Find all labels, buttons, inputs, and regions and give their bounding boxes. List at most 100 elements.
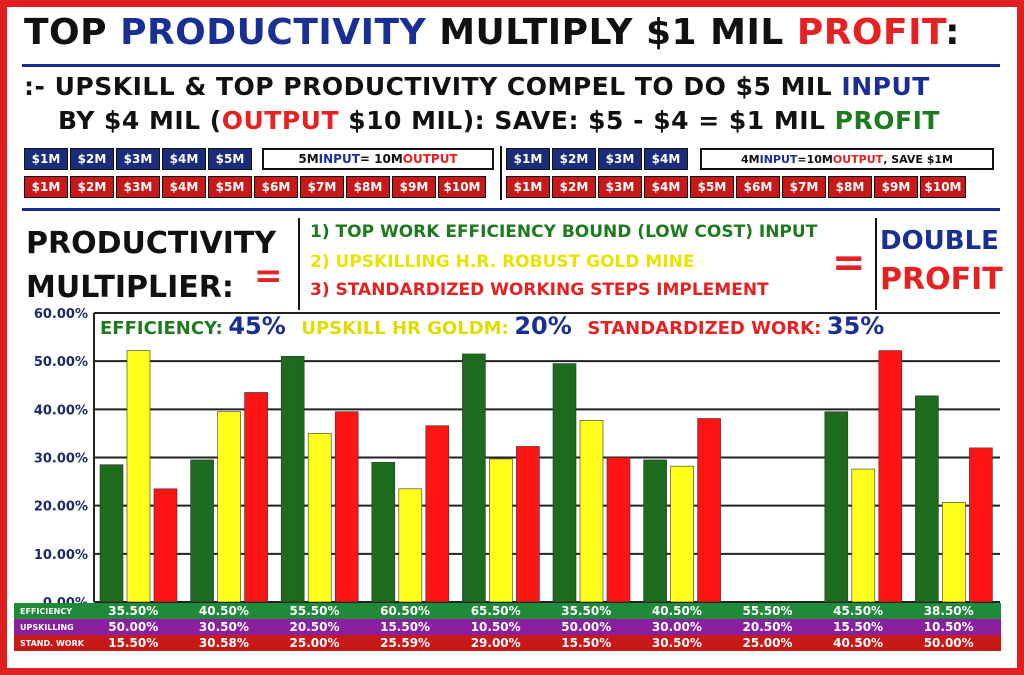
money-cell: $7M [782,176,826,198]
bar-efficiency [462,353,486,603]
equals-sign: = [832,240,866,286]
table-cell: 30.50% [199,620,249,634]
table-cell: 15.50% [380,620,430,634]
legend-label: EFFICIENCY: [100,318,223,339]
table-cell: 15.50% [561,636,611,650]
table-cell: 40.50% [199,604,249,618]
table-cell: 25.59% [380,636,430,650]
money-cell: $9M [874,176,918,198]
bar-standardized [878,350,903,603]
y-tick-label: 50.00% [34,355,88,370]
legend-value: 35% [826,312,885,340]
y-tick-label: 20.00% [34,500,88,515]
table-row-label: STAND. WORK [20,639,85,648]
money-cell: $10M [920,176,966,198]
bar-upskilling [307,433,332,603]
table-cell: 25.00% [290,636,340,650]
title-part: PRODUCTIVITY [120,12,427,53]
subtitle-part: PROFIT [834,106,940,135]
steps-box [298,218,877,310]
table-cell: 50.00% [561,620,611,634]
step-2: 2) UPSKILLING H.R. ROBUST GOLD MINE [310,252,695,272]
bar-upskilling [670,465,694,603]
table-cell: 40.50% [652,604,702,618]
multiplier-line: MULTIPLIER: [26,270,234,305]
money-cell: $1M [506,148,550,170]
money-cell: $3M [116,148,160,170]
bar-efficiency [99,464,124,603]
money-cell: $2M [70,148,114,170]
right-output-row: $1M $2M $3M $4M $5M $6M $7M $8M $9M $10M [506,176,966,198]
subtitle-part: OUTPUT [221,106,340,135]
left-output-row: $1M $2M $3M $4M $5M $6M $7M $8M $9M $10M [24,176,486,198]
money-cell: $7M [300,176,344,198]
table-cell: 15.50% [833,620,883,634]
multiplier-line: PRODUCTIVITY [26,226,277,261]
bar-standardized [425,425,450,603]
table-cell: 20.50% [743,620,793,634]
money-cell: $8M [346,176,390,198]
subtitle-line-1: :- UPSKILL & TOP PRODUCTIVITY COMPEL TO … [24,72,930,101]
bar-efficiency [552,363,577,603]
table-row [14,603,1001,619]
title-part: TOP [24,12,121,53]
table-cell: 55.50% [290,604,340,618]
result-line-1: DOUBLE [880,226,999,256]
money-cell: $3M [598,148,642,170]
table-row [14,635,1001,651]
legend-label: UPSKILL HR GOLDM: [301,318,509,339]
table-cell: 35.50% [561,604,611,618]
money-cell: $10M [438,176,486,198]
y-tick-label: 10.00% [34,548,88,563]
bar-standardized [516,446,540,603]
right-input-row: $1M $2M $3M $4M [506,148,688,170]
money-cell: $5M [208,148,252,170]
bar-upskilling [217,411,241,603]
note-part: 5M [298,152,319,166]
bar-upskilling [398,488,423,603]
money-cell: $2M [552,176,596,198]
table-cell: 40.50% [833,636,883,650]
money-cell: $9M [392,176,436,198]
bar-upskilling [851,468,876,603]
bar-standardized [969,447,993,603]
left-input-row: $1M $2M $3M $4M $5M [24,148,252,170]
bar-upskilling [579,420,604,603]
note-part: OUTPUT [832,152,884,166]
note-part: OUTPUT [402,152,458,166]
table-cell: 50.00% [108,620,158,634]
subtitle-part: $10 MIL): SAVE: $5 - $4 = $1 MIL [339,106,835,135]
money-cell: $4M [162,176,206,198]
multiplier-label: PRODUCTIVITY MULTIPLIER: [26,222,276,310]
subtitle-line-2: BY $4 MIL (OUTPUT $10 MIL): SAVE: $5 - $… [58,106,940,135]
table-cell: 30.00% [652,620,702,634]
divider [500,146,502,200]
table-cell: 10.50% [924,620,974,634]
legend-value: 45% [228,312,286,340]
result-line-2: PROFIT [880,262,1003,297]
legend-label: STANDARDIZED WORK: [587,318,822,339]
table-cell: 50.00% [924,636,974,650]
bar-standardized [697,418,721,603]
note-part: INPUT [318,152,360,166]
money-cell: $3M [116,176,160,198]
bar-efficiency [643,459,667,603]
money-cell: $6M [254,176,298,198]
step-3: 3) STANDARDIZED WORKING STEPS IMPLEMENT [310,280,769,300]
equals-sign: = [254,256,283,296]
money-cell: $1M [506,176,550,198]
table-cell: 10.50% [471,620,521,634]
table-cell: 38.50% [924,604,974,618]
bar-efficiency [190,459,214,603]
title-part: MULTIPLY $1 MIL [426,12,797,53]
bar-efficiency [280,356,305,603]
money-cell: $6M [736,176,780,198]
money-cell: $4M [644,176,688,198]
y-tick-label: 40.00% [34,403,88,418]
table-cell: 29.00% [471,636,521,650]
note-part: = 10M [359,152,403,166]
table-cell: 15.50% [108,636,158,650]
table-cell: 30.50% [652,636,702,650]
table-cell: 35.50% [108,604,158,618]
divider [22,208,1000,211]
